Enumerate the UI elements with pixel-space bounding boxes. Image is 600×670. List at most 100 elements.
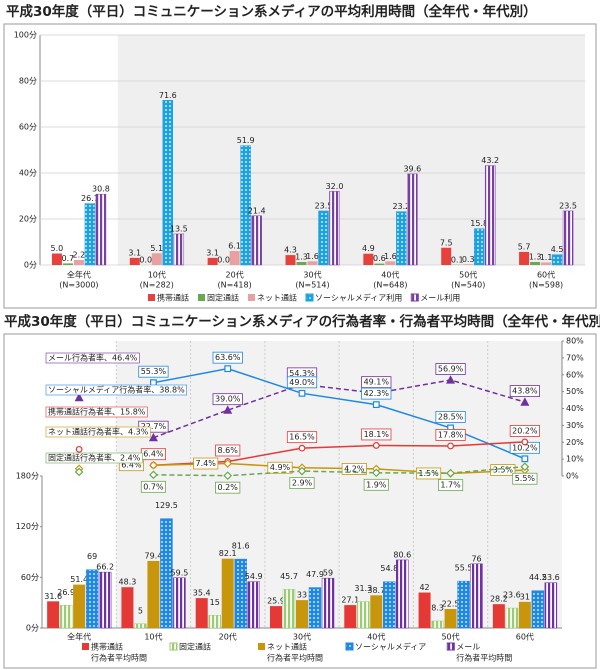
marker: [223, 471, 233, 481]
legend-label: 固定通話: [207, 293, 239, 303]
y-tick-label: 40分: [19, 169, 37, 178]
line: [153, 379, 526, 439]
y2-tick-label: 10%: [566, 455, 584, 464]
bar: [318, 210, 329, 266]
marker: [371, 468, 381, 478]
label-bg: [140, 480, 166, 493]
label-bg: [363, 478, 389, 491]
x-tick-note: (N=598): [529, 281, 563, 290]
legend-swatch: [148, 294, 155, 301]
bar: [492, 604, 505, 628]
legend-swatch: [169, 642, 178, 651]
label-bg: [286, 376, 318, 389]
value-label: 23.5: [559, 201, 577, 210]
value-label: 27.1: [341, 596, 359, 605]
chart-title: 平成30年度（平日）コミュニケーション系メディアの行為者率・行為者平均時間（全年…: [4, 313, 600, 330]
label-bg: [289, 477, 315, 490]
marker: [224, 365, 232, 373]
marker: [520, 462, 530, 472]
value-label: 43.8%: [512, 387, 538, 396]
legend-label: 行為者平均時間: [91, 653, 147, 663]
bar: [457, 580, 470, 629]
legend-swatch: [198, 294, 205, 301]
label-bg: [215, 481, 241, 494]
bar: [162, 100, 174, 266]
value-label: 4.3: [284, 246, 297, 255]
bar: [47, 601, 60, 628]
value-label: 2.9%: [292, 479, 313, 488]
value-label: 51.9: [237, 136, 255, 145]
bar: [321, 577, 335, 629]
label-bg: [438, 479, 464, 492]
bar: [463, 264, 474, 265]
overall-label: 携帯通話行為者率、15.8%: [48, 407, 146, 417]
x-tick-note: (N=540): [451, 281, 485, 290]
bar: [541, 262, 552, 265]
bar: [251, 215, 262, 266]
legend-swatch: [345, 642, 354, 651]
line: [153, 465, 525, 477]
marker: [372, 442, 380, 449]
bar: [418, 592, 431, 628]
value-label: 26.7: [81, 194, 99, 203]
bar: [431, 620, 444, 629]
bar: [121, 587, 134, 628]
bar: [396, 559, 409, 629]
value-label: 23.6: [503, 591, 521, 600]
marker: [372, 401, 380, 409]
value-label: 30.8: [92, 185, 110, 194]
bar: [551, 254, 563, 266]
bar: [385, 261, 396, 265]
bar: [544, 582, 558, 629]
y-tick-label: 180分: [16, 472, 39, 481]
label-bg: [509, 425, 540, 437]
legend-label: メール利用: [420, 293, 460, 303]
value-label: 4.9: [362, 244, 375, 253]
bar: [444, 609, 457, 628]
y-tick-label: 120分: [16, 522, 39, 531]
label-bg: [138, 365, 169, 378]
marker: [446, 468, 455, 478]
bar: [470, 563, 483, 629]
x-tick-label: 60代: [516, 632, 534, 642]
value-label: 42: [419, 583, 429, 592]
y2-tick-label: 40%: [566, 404, 584, 413]
x-tick-note: (N=282): [140, 281, 174, 290]
value-label: 5.0: [51, 244, 64, 253]
value-label: 49.0%: [289, 378, 315, 387]
y-tick-label: 60分: [21, 573, 39, 582]
marker: [149, 470, 158, 480]
legend-label: 携帯通話: [91, 642, 123, 652]
value-label: 4.2%: [344, 464, 365, 473]
y2-tick-label: 50%: [566, 387, 584, 396]
x-tick-label: 全年代: [67, 632, 91, 642]
bar: [73, 259, 84, 265]
value-label: 76: [471, 554, 481, 563]
marker: [223, 459, 233, 468]
value-label: 51.4: [70, 575, 88, 584]
value-label: 22.5: [442, 600, 460, 609]
value-label: 6.1: [228, 241, 241, 250]
value-label: 16.5%: [289, 433, 315, 442]
x-tick-label: 20代: [219, 632, 237, 642]
value-label: 82.1: [219, 549, 237, 558]
value-label: 55.5: [455, 564, 473, 573]
marker: [520, 397, 530, 406]
overall-label: ソーシャルメディア行為者率、38.8%: [48, 385, 185, 395]
legend-label: ネット通話: [257, 293, 297, 303]
label-bg: [361, 387, 392, 400]
value-label: 3.1: [128, 248, 141, 257]
legend-label: 固定通話: [179, 642, 211, 652]
value-label: 20.2%: [512, 426, 538, 435]
value-label: 23.2: [392, 202, 410, 211]
value-label: 45.7: [280, 572, 298, 581]
bar: [229, 250, 240, 265]
value-label: 5.5%: [515, 474, 536, 483]
bar: [296, 600, 308, 628]
bar: [207, 257, 218, 265]
bar: [234, 558, 247, 629]
value-label: 0.7%: [143, 482, 164, 491]
value-label: 0.0: [139, 256, 152, 265]
value-label: 1.7%: [440, 481, 461, 490]
